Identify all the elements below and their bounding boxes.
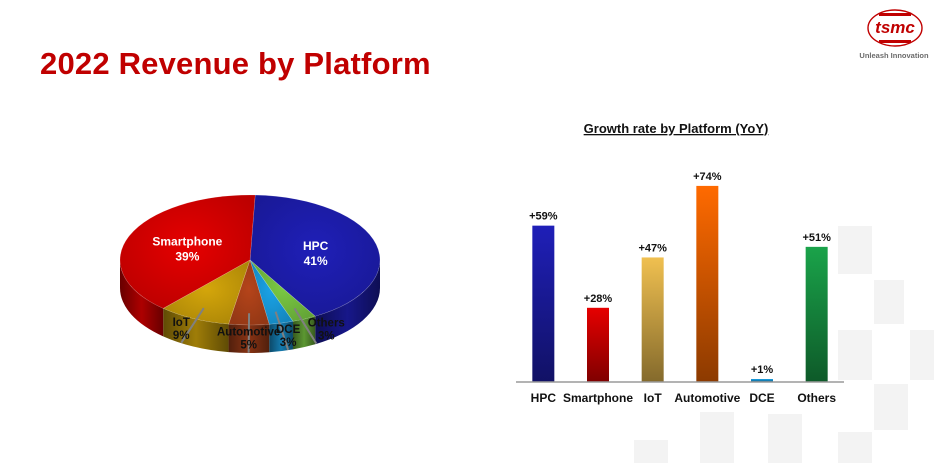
pie-value-others: 3% (318, 331, 335, 343)
revenue-pie-chart: HPC 41% Others 3% DCE 3% Automotive 5% IoT 9% Smar… (110, 160, 400, 400)
pie-label-automotive: Automotive (217, 327, 280, 339)
company-logo: tsmc Unleash Innovation (856, 8, 932, 63)
bar-hpc (532, 225, 555, 382)
pie-slice-dce (249, 259, 294, 325)
pie-value-smartphone: 39% (175, 249, 199, 263)
pie-label-iot: IoT (173, 317, 190, 329)
pie-leader-iot (180, 307, 205, 344)
pie-value-dce: 3% (280, 337, 297, 349)
pie-value-iot: 9% (173, 330, 190, 342)
pie-wall-hpc (315, 260, 380, 345)
pie-label-smartphone: Smartphone (152, 234, 222, 248)
pie-value-hpc: 41% (304, 254, 328, 268)
bar-dce (751, 379, 773, 382)
pie-wall-others (292, 316, 316, 350)
pie-value-automotive: 5% (240, 340, 257, 352)
pie-label-hpc: HPC (303, 239, 329, 253)
pie-label-dce: DCE (276, 324, 301, 336)
bar-automotive (696, 185, 719, 382)
bar-tick-label-smartphone: Smartphone (563, 391, 633, 405)
bar-tick-label-automotive: Automotive (674, 391, 740, 405)
bar-tick-label-dce: DCE (749, 391, 774, 405)
pie-leader-others (293, 307, 318, 345)
svg-text:tsmc: tsmc (875, 18, 915, 37)
logo-tagline: Unleash Innovation (859, 51, 929, 60)
tsmc-logo-icon: tsmc (867, 9, 923, 47)
bar-data-label-automotive: +74% (693, 171, 722, 183)
pie-slice-smartphone (119, 194, 256, 309)
bar-data-label-iot: +47% (638, 242, 667, 254)
pie-slice-hpc (249, 194, 381, 317)
pie-slice-others (249, 259, 316, 322)
pie-leader-dce (274, 311, 290, 351)
bar-tick-label-hpc: HPC (531, 391, 557, 405)
bar-data-label-hpc: +59% (529, 211, 558, 223)
pie-slice-iot (162, 259, 251, 325)
bar-smartphone (587, 307, 609, 382)
bar-tick-label-iot: IoT (644, 391, 663, 405)
bar-chart-title: Growth rate by Platform (YoY) (584, 121, 769, 136)
pie-wall-iot (163, 308, 229, 353)
pie-wall-smartphone (120, 260, 164, 337)
bar-others (805, 246, 828, 382)
bar-tick-label-others: Others (797, 391, 836, 405)
bar-data-label-others: +51% (802, 232, 831, 244)
growth-bar-chart: Growth rate by Platform (YoY) +59% HPC +28%… (500, 116, 860, 416)
pie-label-others: Others (308, 318, 345, 330)
bar-data-label-smartphone: +28% (584, 293, 613, 305)
bar-iot (641, 257, 664, 382)
bar-data-label-dce: +1% (751, 364, 774, 376)
page-title: 2022 Revenue by Platform (40, 46, 431, 81)
